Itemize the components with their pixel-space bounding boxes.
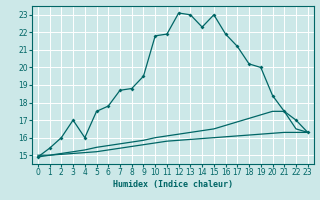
X-axis label: Humidex (Indice chaleur): Humidex (Indice chaleur)	[113, 180, 233, 189]
